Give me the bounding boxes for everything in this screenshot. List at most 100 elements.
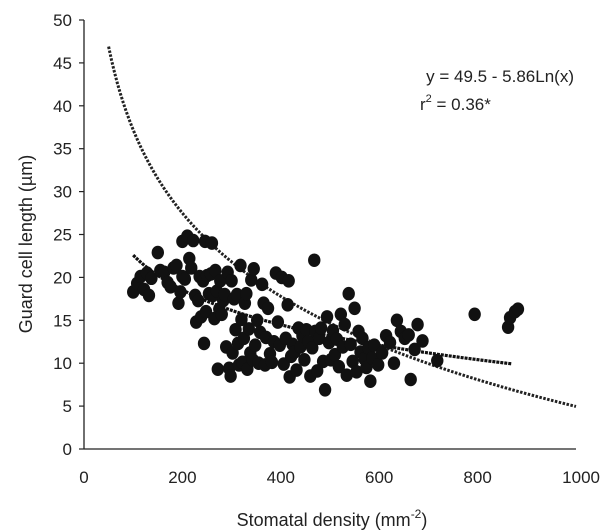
y-tick-label: 35 xyxy=(53,140,72,159)
data-point xyxy=(265,355,279,370)
x-tick-label: 0 xyxy=(79,468,88,487)
dashed-trendline xyxy=(107,46,577,408)
y-tick-label: 5 xyxy=(63,397,72,416)
data-point xyxy=(240,286,253,301)
data-point xyxy=(372,358,385,372)
data-point xyxy=(191,293,205,308)
y-ticks: 0 5 10 15 20 25 30 35 40 45 50 xyxy=(53,11,84,459)
y-tick-label: 30 xyxy=(53,183,72,202)
data-point xyxy=(224,369,237,383)
data-point xyxy=(209,263,222,278)
data-point xyxy=(314,321,328,335)
data-point xyxy=(170,258,183,273)
r-squared-sup: 2 xyxy=(426,93,432,105)
x-tick-label: 800 xyxy=(463,468,491,487)
data-point xyxy=(185,261,198,275)
data-point xyxy=(308,253,321,268)
x-tick-label: 1000 xyxy=(562,468,600,487)
data-point xyxy=(145,271,158,286)
data-point xyxy=(340,368,353,383)
data-point xyxy=(431,353,444,368)
x-tick-label: 400 xyxy=(267,468,295,487)
data-point xyxy=(404,372,417,387)
y-tick-label: 45 xyxy=(53,54,72,73)
data-point xyxy=(342,286,355,301)
data-point xyxy=(387,356,401,371)
data-point xyxy=(187,233,200,248)
data-point xyxy=(218,287,231,302)
data-point xyxy=(298,352,311,367)
data-point xyxy=(402,328,415,342)
y-tick-label: 15 xyxy=(53,311,72,330)
data-point xyxy=(225,274,238,288)
data-point xyxy=(290,363,303,377)
data-point xyxy=(157,265,171,280)
y-tick-label: 40 xyxy=(53,97,72,116)
y-tick-label: 10 xyxy=(53,354,72,373)
data-point xyxy=(247,262,260,276)
x-tick-label: 200 xyxy=(168,468,196,487)
data-point xyxy=(234,258,247,273)
data-point xyxy=(383,335,397,350)
data-point xyxy=(164,280,177,294)
data-point xyxy=(205,236,219,250)
data-point xyxy=(235,312,248,327)
x-axis-title-main: Stomatal density (mm xyxy=(237,510,411,530)
data-point xyxy=(142,288,156,303)
data-point xyxy=(416,334,429,348)
data-point xyxy=(408,342,421,357)
data-point xyxy=(306,340,319,355)
data-point xyxy=(364,374,377,389)
data-point xyxy=(411,317,424,332)
x-axis-title-sup: -2 xyxy=(411,507,422,521)
data-point xyxy=(334,307,348,322)
data-points xyxy=(127,229,525,397)
data-point xyxy=(255,277,269,292)
data-point xyxy=(511,302,525,316)
data-point xyxy=(344,337,357,352)
data-point xyxy=(249,338,262,352)
data-point xyxy=(318,382,332,397)
data-point xyxy=(350,364,363,379)
data-point xyxy=(348,301,361,316)
data-point xyxy=(151,245,164,260)
data-point xyxy=(174,285,187,299)
x-tick-label: 600 xyxy=(365,468,393,487)
y-tick-label: 25 xyxy=(53,226,72,245)
data-point xyxy=(281,298,294,312)
data-point xyxy=(172,296,185,310)
data-point xyxy=(215,307,228,322)
y-axis-title: Guard cell length (µm) xyxy=(16,155,36,333)
r-squared-value: = 0.36* xyxy=(432,95,491,114)
data-point xyxy=(214,274,227,288)
data-point xyxy=(250,313,264,328)
data-point xyxy=(332,359,346,374)
data-point xyxy=(375,346,389,360)
r-squared-base: r xyxy=(420,95,426,114)
r-squared-annotation: r2 = 0.36* xyxy=(420,93,491,114)
data-point xyxy=(312,331,326,346)
data-point xyxy=(197,336,211,351)
y-tick-label: 50 xyxy=(53,11,72,30)
y-tick-label: 0 xyxy=(63,440,72,459)
equation-annotation: y = 49.5 - 5.86Ln(x) xyxy=(426,67,574,86)
data-point xyxy=(211,362,225,377)
y-tick-label: 20 xyxy=(53,268,72,287)
data-point xyxy=(282,274,295,288)
data-point xyxy=(245,273,258,287)
x-ticks: 0 200 400 600 800 1000 xyxy=(79,468,600,487)
x-axis-title: Stomatal density (mm-2) xyxy=(237,507,428,530)
data-point xyxy=(468,307,481,322)
data-point xyxy=(229,322,242,337)
data-point xyxy=(261,301,275,316)
data-point xyxy=(338,317,351,332)
data-point xyxy=(390,313,404,328)
data-point xyxy=(242,322,256,336)
data-point xyxy=(230,287,244,302)
data-point xyxy=(346,354,359,369)
data-point xyxy=(271,315,285,329)
data-point xyxy=(178,272,192,286)
x-axis-title-close: ) xyxy=(421,510,427,530)
data-point xyxy=(320,310,334,324)
